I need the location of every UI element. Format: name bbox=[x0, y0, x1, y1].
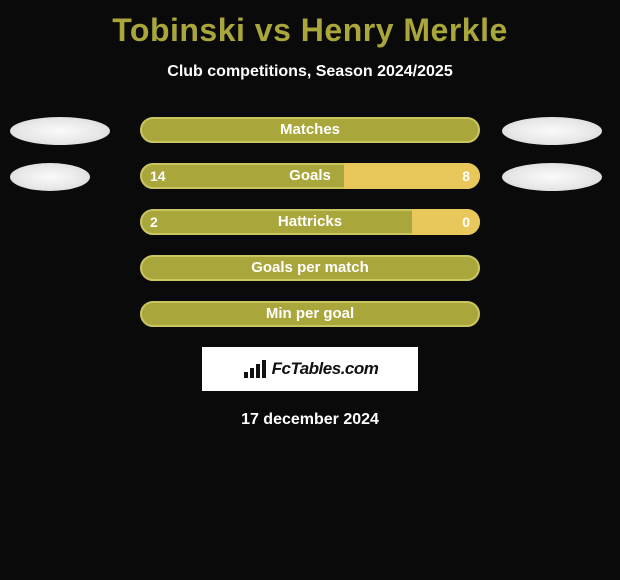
stat-row-min-per-goal: Min per goal bbox=[0, 301, 620, 329]
date-label: 17 december 2024 bbox=[0, 411, 620, 429]
left-value: 2 bbox=[150, 209, 158, 235]
bar-label: Hattricks bbox=[140, 209, 480, 235]
bar-track: 2 Hattricks 0 bbox=[140, 209, 480, 235]
ellipse-left bbox=[10, 117, 110, 145]
ellipse-right bbox=[502, 163, 602, 191]
stat-row-goals-per-match: Goals per match bbox=[0, 255, 620, 283]
bar-label: Goals per match bbox=[140, 255, 480, 281]
ellipse-left bbox=[10, 163, 90, 191]
stat-row-goals: 14 Goals 8 bbox=[0, 163, 620, 191]
brand-badge: FcTables.com bbox=[202, 347, 418, 391]
subtitle: Club competitions, Season 2024/2025 bbox=[0, 63, 620, 81]
stat-row-hattricks: 2 Hattricks 0 bbox=[0, 209, 620, 237]
stat-row-matches: Matches bbox=[0, 117, 620, 145]
bar-track: Goals per match bbox=[140, 255, 480, 281]
ellipse-right bbox=[502, 117, 602, 145]
bar-label: Goals bbox=[140, 163, 480, 189]
comparison-chart: Matches 14 Goals 8 2 Hattricks 0 Goals p… bbox=[0, 117, 620, 329]
bar-label: Matches bbox=[140, 117, 480, 143]
right-value: 8 bbox=[462, 163, 470, 189]
brand-text: FcTables.com bbox=[272, 359, 379, 379]
bar-track: 14 Goals 8 bbox=[140, 163, 480, 189]
left-value: 14 bbox=[150, 163, 166, 189]
right-value: 0 bbox=[462, 209, 470, 235]
bar-track: Min per goal bbox=[140, 301, 480, 327]
bar-track: Matches bbox=[140, 117, 480, 143]
page-title: Tobinski vs Henry Merkle bbox=[0, 0, 620, 49]
bar-label: Min per goal bbox=[140, 301, 480, 327]
bars-icon bbox=[242, 358, 268, 380]
